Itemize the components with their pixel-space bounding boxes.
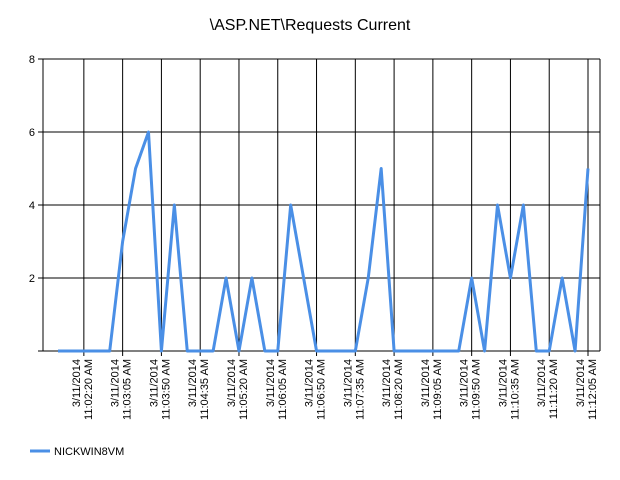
x-tick-date: 3/11/2014 <box>71 359 83 407</box>
y-tick-label: 6 <box>29 127 35 139</box>
x-tick-time: 11:09:05 AM <box>432 359 444 420</box>
x-tick-date: 3/11/2014 <box>148 359 160 407</box>
x-tick-time: 11:04:35 AM <box>199 359 211 420</box>
x-tick-label: 3/11/2014 11:03:05 AM <box>110 359 134 420</box>
x-tick-date: 3/11/2014 <box>381 359 393 407</box>
x-tick-label: 3/11/2014 11:06:05 AM <box>265 359 289 420</box>
series-line-nickwin8vm <box>58 130 590 353</box>
y-tick-label: 4 <box>29 200 35 212</box>
y-tick-label: 8 <box>29 54 35 66</box>
x-tick-label: 3/11/2014 11:11:20 AM <box>536 359 560 419</box>
legend-label: NICKWIN8VM <box>54 446 124 458</box>
y-axis: 2 4 6 8 <box>29 54 43 352</box>
y-tick-label: 2 <box>29 273 35 285</box>
x-tick-date: 3/11/2014 <box>575 359 587 407</box>
x-tick-time: 11:09:50 AM <box>471 359 483 420</box>
x-tick-label: 3/11/2014 11:09:05 AM <box>420 359 444 420</box>
x-tick-time: 11:06:50 AM <box>316 359 328 420</box>
x-axis: 3/11/2014 11:02:20 AM 3/11/2014 11:03:05 AM… <box>71 351 599 420</box>
x-tick-time: 11:11:20 AM <box>548 359 560 419</box>
x-tick-time: 11:02:20 AM <box>83 359 95 420</box>
legend: NICKWIN8VM <box>30 446 124 458</box>
x-tick-time: 11:07:35 AM <box>354 359 366 420</box>
x-tick-date: 3/11/2014 <box>187 359 199 407</box>
x-tick-label: 3/11/2014 11:10:35 AM <box>497 359 521 420</box>
x-tick-label: 3/11/2014 11:05:20 AM <box>226 359 250 420</box>
x-tick-label: 3/11/2014 11:04:35 AM <box>187 359 211 420</box>
x-tick-time: 11:03:05 AM <box>122 359 134 420</box>
x-tick-label: 3/11/2014 11:07:35 AM <box>342 359 366 420</box>
x-tick-time: 11:05:20 AM <box>238 359 250 420</box>
x-tick-time: 11:03:50 AM <box>160 359 172 420</box>
x-tick-label: 3/11/2014 11:03:50 AM <box>148 359 172 420</box>
x-tick-date: 3/11/2014 <box>497 359 509 407</box>
series-group <box>57 130 590 353</box>
chart-title: \ASP.NET\Requests Current <box>210 17 411 34</box>
x-tick-date: 3/11/2014 <box>459 359 471 407</box>
x-tick-date: 3/11/2014 <box>536 359 548 407</box>
x-tick-label: 3/11/2014 11:06:50 AM <box>304 359 328 420</box>
grid <box>42 58 601 352</box>
x-tick-date: 3/11/2014 <box>342 359 354 407</box>
x-tick-label: 3/11/2014 11:09:50 AM <box>459 359 483 420</box>
x-tick-time: 11:08:20 AM <box>393 359 405 420</box>
x-tick-date: 3/11/2014 <box>304 359 316 407</box>
x-tick-label: 3/11/2014 11:08:20 AM <box>381 359 405 420</box>
x-tick-date: 3/11/2014 <box>226 359 238 407</box>
x-tick-date: 3/11/2014 <box>265 359 277 407</box>
x-tick-time: 11:10:35 AM <box>509 359 521 420</box>
x-tick-label: 3/11/2014 11:02:20 AM <box>71 359 95 420</box>
x-tick-date: 3/11/2014 <box>110 359 122 407</box>
x-tick-label: 3/11/2014 11:12:05 AM <box>575 359 599 420</box>
x-tick-time: 11:06:05 AM <box>277 359 289 420</box>
x-tick-time: 11:12:05 AM <box>587 359 599 420</box>
x-tick-date: 3/11/2014 <box>420 359 432 407</box>
